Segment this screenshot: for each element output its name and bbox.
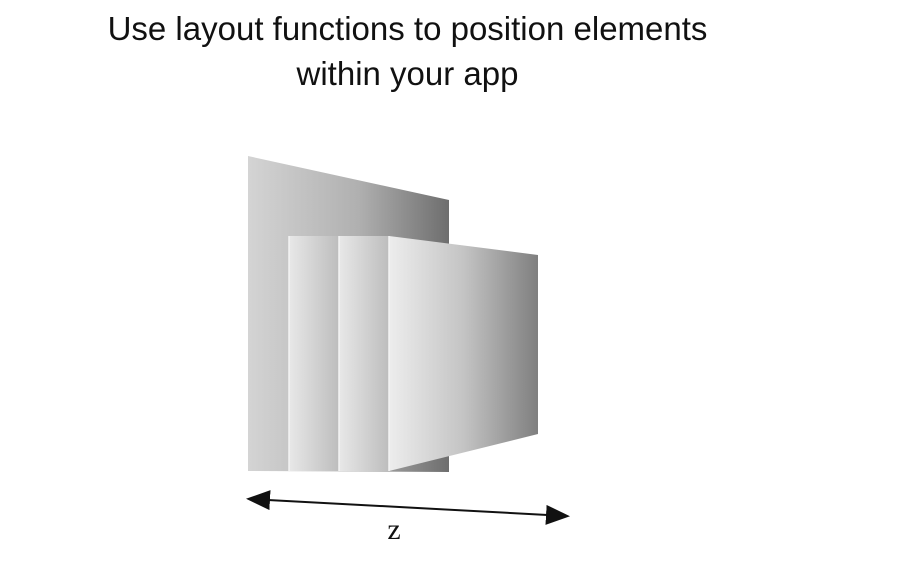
z-axis-arrow [246, 490, 570, 525]
title-line-2: within your app [296, 55, 519, 92]
layer-front [389, 236, 538, 471]
title-line-1: Use layout functions to position element… [107, 10, 708, 47]
layer-middle-1 [289, 236, 339, 471]
z-axis-label: z [387, 513, 401, 546]
layer-middle-2 [339, 236, 389, 471]
slide-title: Use layout functions to position element… [0, 6, 815, 96]
